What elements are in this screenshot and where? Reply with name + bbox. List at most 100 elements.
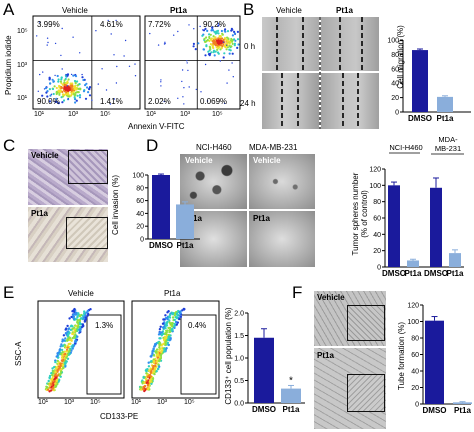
migration-row-0h: 0 h: [244, 42, 256, 51]
sphere-pt1a-label-2: Pt1a: [253, 214, 270, 223]
flow-a-event-dot: [55, 91, 58, 94]
flow-a-event-dot: [225, 38, 228, 42]
cd133-event-dot: [47, 388, 50, 391]
flow-a-event-dot: [70, 94, 73, 97]
cd133-event-dot: [158, 365, 161, 368]
cd133-event-dot: [68, 317, 71, 320]
cd133-event-dot: [181, 309, 184, 312]
flow-a-event-dot: [76, 94, 79, 97]
flow-a-event-dot: [236, 46, 239, 50]
flow-a-event-dot: [197, 42, 200, 45]
cd133-event-dot: [70, 315, 73, 319]
flow-a-xtick-5: 10³: [180, 111, 191, 118]
cd133-event-dot: [149, 370, 152, 374]
bar-b-xlabel: Pt1a: [437, 114, 454, 123]
cd133-event-dot: [150, 355, 153, 358]
flow-a-event-dot: [41, 94, 44, 97]
cd133-event-dot: [161, 332, 165, 336]
bar-c-ytick-label: 60: [136, 198, 144, 205]
cd133-event-dot: [58, 373, 61, 377]
cd133-event-dot: [165, 339, 168, 343]
cd133-event-dot: [82, 316, 85, 319]
cd133-event-dot: [157, 363, 160, 366]
cd133-event-dot: [71, 332, 74, 336]
flow-a-event-dot: [74, 82, 77, 85]
cd133-event-dot: [66, 346, 69, 349]
cd133-gate-vehicle: [86, 314, 122, 395]
cd133-event-dot: [89, 308, 92, 311]
flow-a-event-dot: [202, 29, 204, 31]
cd133-event-dot: [83, 310, 86, 313]
flow-a-event-dot: [173, 34, 175, 36]
cd133-event-dot: [79, 317, 83, 320]
flow-a-event-dot: [61, 101, 64, 104]
flow-a-event-dot: [209, 43, 212, 46]
cd133-event-dot: [159, 337, 162, 340]
flow-a-event-dot: [211, 44, 214, 47]
flow-a-event-dot: [206, 38, 209, 42]
flow-a-event-dot: [211, 26, 214, 29]
cd133-event-dot: [85, 311, 88, 314]
cd133-event-dot: [157, 333, 161, 336]
flow-a-event-dot: [55, 97, 58, 100]
flow-a-event-dot: [73, 79, 77, 83]
cd133-event-dot: [173, 324, 176, 328]
flow-a-event-dot: [55, 86, 58, 90]
flow-a-event-dot: [70, 87, 73, 90]
cd133-event-dot: [70, 339, 73, 342]
cd133-event-dot: [46, 386, 49, 389]
flow-a-event-dot: [218, 35, 221, 39]
cd133-event-dot: [75, 329, 78, 333]
flow-a-event-dot: [48, 76, 51, 79]
flow-a-event-dot: [67, 93, 70, 96]
flow-a-event-dot: [228, 48, 231, 51]
flow-a-event-dot: [73, 85, 76, 88]
panel-label-b: B: [243, 0, 255, 19]
flow-a-xtick-3: 10⁵: [100, 111, 111, 118]
flow-a-ytick-top: 10⁵: [17, 28, 28, 35]
flow-a-event-dot: [57, 78, 60, 81]
flow-a-pt1a-ul: 7.72%: [148, 20, 171, 29]
flow-a-event-dot: [66, 80, 69, 83]
cd133-event-dot: [164, 326, 167, 330]
bar-d-ytick-label: 40: [373, 232, 381, 239]
cd133-event-dot: [73, 334, 76, 338]
bar-c-ytick-label: 20: [136, 224, 144, 231]
flow-a-event-dot: [44, 87, 48, 90]
cd133-event-dot: [168, 321, 171, 324]
cd133-event-dot: [146, 383, 150, 386]
migration-image-pt1a-0h: [321, 17, 379, 71]
flow-a-event-dot: [217, 32, 220, 35]
cd133-event-dot: [74, 339, 77, 343]
bar-b-ytick-label: 20: [391, 95, 399, 102]
cd133-event-dot: [61, 351, 64, 354]
cd133-event-dot: [63, 352, 67, 356]
cd133-event-dot: [57, 368, 60, 371]
sphere-image-mda-pt1a: [249, 211, 315, 267]
flow-a-event-dot: [88, 86, 92, 89]
cd133-event-dot: [158, 348, 161, 351]
flow-a-event-dot: [160, 81, 162, 83]
cd133-event-dot: [70, 345, 73, 348]
cd133-event-dot: [51, 387, 54, 390]
cd133-event-dot: [166, 341, 170, 345]
cd133-event-dot: [60, 343, 63, 346]
cd133-event-dot: [179, 315, 183, 319]
flow-a-event-dot: [192, 45, 195, 48]
flow-a-event-dot: [78, 96, 82, 99]
cd133-pt1a-title: Pt1a: [164, 289, 181, 298]
flow-a-event-dot: [164, 41, 166, 43]
flow-a-event-dot: [203, 37, 206, 41]
bar-e-ytick-label: 1.5: [234, 333, 244, 340]
cd133-event-dot: [62, 339, 66, 342]
flow-a-event-dot: [200, 91, 202, 93]
flow-a-event-dot: [226, 36, 229, 39]
cd133-event-dot: [151, 352, 154, 355]
cd133-event-dot: [156, 367, 160, 371]
cd133-event-dot: [151, 349, 154, 352]
bar-f-xlabel: DMSO: [423, 406, 447, 415]
bar-f-dmso: [425, 320, 444, 404]
cd133-event-dot: [163, 349, 167, 353]
cd133-event-dot: [75, 311, 78, 314]
cd133-event-dot: [147, 365, 151, 368]
